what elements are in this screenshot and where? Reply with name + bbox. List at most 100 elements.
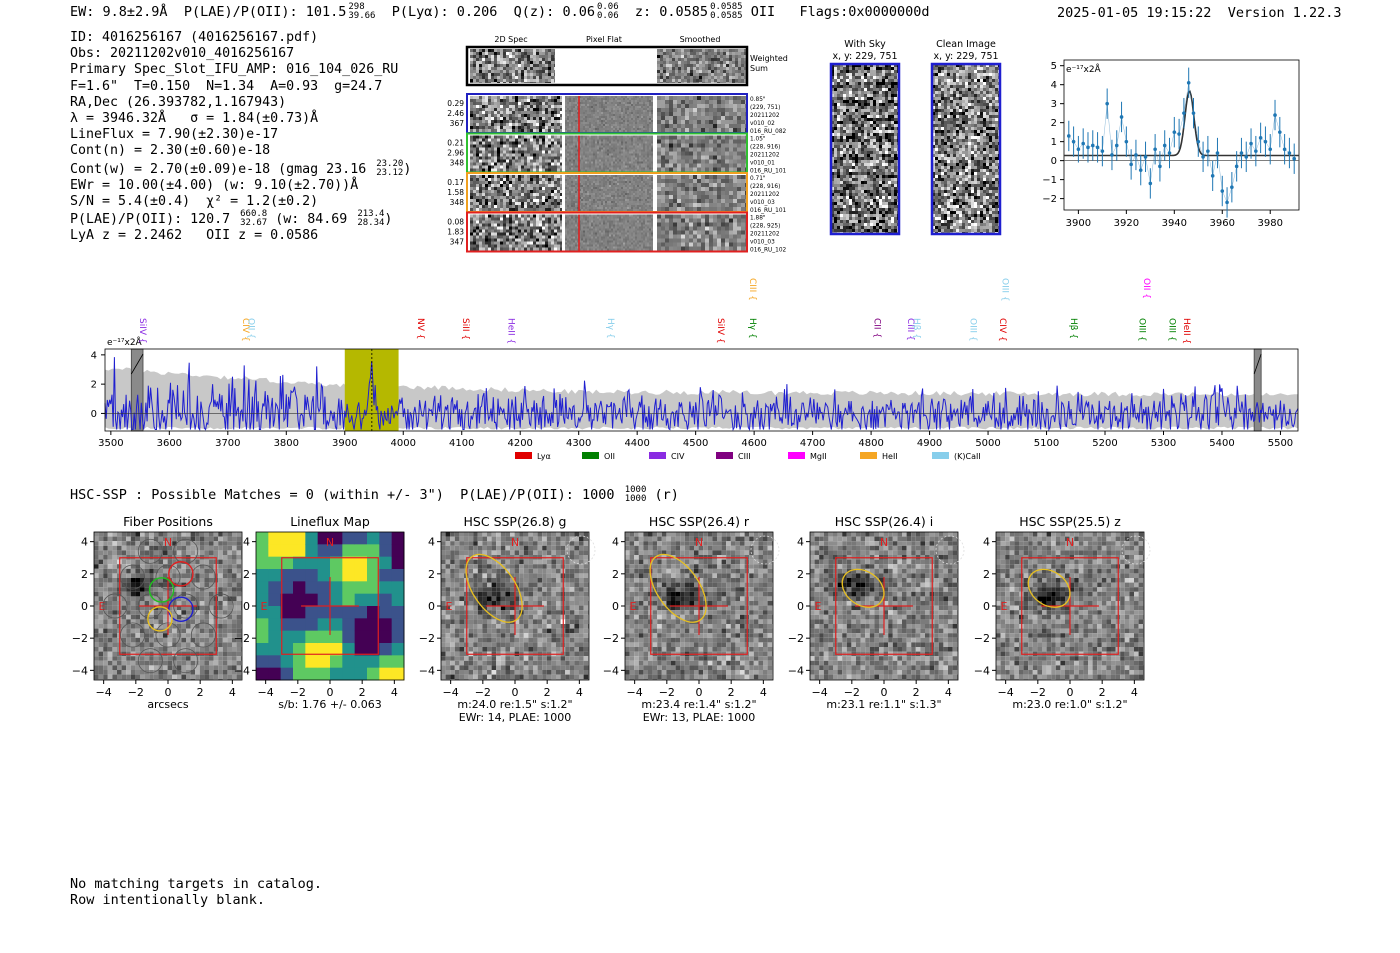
pixel bbox=[735, 49, 738, 52]
pixel bbox=[589, 169, 591, 172]
pixel bbox=[536, 141, 539, 145]
pixel bbox=[539, 52, 542, 55]
pixel bbox=[690, 70, 693, 73]
pixel bbox=[565, 157, 567, 160]
pixel bbox=[619, 205, 621, 207]
pixel bbox=[485, 235, 488, 239]
pixel bbox=[651, 167, 653, 170]
pixel bbox=[709, 135, 713, 140]
pixel bbox=[723, 67, 726, 70]
pixel bbox=[672, 76, 675, 79]
pixel bbox=[615, 128, 617, 130]
pixel bbox=[631, 163, 633, 166]
pixel bbox=[649, 98, 651, 100]
pixel bbox=[542, 67, 545, 70]
pixel bbox=[569, 159, 571, 162]
pixel bbox=[643, 139, 645, 142]
pixel bbox=[621, 135, 623, 138]
pixel bbox=[585, 128, 587, 130]
pixel bbox=[645, 167, 647, 170]
pixel bbox=[548, 79, 551, 82]
pixel bbox=[609, 195, 611, 197]
pixel bbox=[518, 49, 521, 52]
pixel bbox=[619, 169, 621, 172]
pixel bbox=[601, 100, 603, 102]
pixel bbox=[643, 151, 645, 154]
pixel bbox=[637, 183, 639, 185]
pixel bbox=[605, 112, 607, 114]
pixel bbox=[625, 151, 627, 154]
pixel bbox=[713, 104, 717, 108]
pixel bbox=[485, 73, 488, 76]
pixel bbox=[717, 191, 721, 195]
pixel bbox=[476, 205, 479, 208]
pixel bbox=[503, 184, 506, 187]
pixel bbox=[488, 178, 491, 181]
pixel bbox=[672, 70, 675, 73]
pixel bbox=[494, 175, 497, 178]
pixel bbox=[533, 162, 536, 166]
pixel bbox=[585, 110, 587, 112]
pixel bbox=[605, 139, 607, 142]
pixel bbox=[611, 155, 613, 158]
pixel bbox=[575, 161, 577, 164]
pixel bbox=[554, 205, 557, 208]
pixel bbox=[524, 205, 527, 208]
pixel bbox=[509, 61, 512, 64]
pixel bbox=[583, 177, 585, 179]
pixel bbox=[479, 135, 482, 139]
pixel bbox=[479, 165, 482, 169]
pixel bbox=[569, 153, 571, 156]
pixel bbox=[567, 177, 569, 179]
pixel bbox=[741, 135, 745, 140]
pixel bbox=[569, 145, 571, 148]
pixel bbox=[702, 73, 705, 76]
pixel bbox=[571, 165, 573, 168]
pixel bbox=[494, 111, 497, 114]
pixel bbox=[709, 143, 713, 148]
pixel bbox=[593, 118, 595, 120]
pixel bbox=[623, 197, 625, 199]
pixel bbox=[554, 73, 555, 76]
pixel bbox=[725, 124, 729, 128]
pixel bbox=[565, 197, 567, 199]
pixel bbox=[601, 157, 603, 160]
pixel bbox=[705, 203, 709, 207]
pixel bbox=[690, 64, 693, 67]
pixel bbox=[491, 135, 494, 139]
pixel bbox=[567, 185, 569, 187]
pixel bbox=[491, 108, 494, 111]
pixel bbox=[530, 178, 533, 181]
pixel bbox=[518, 202, 521, 205]
pixel bbox=[579, 157, 581, 160]
pixel bbox=[601, 151, 603, 154]
pixel bbox=[689, 143, 693, 148]
pixel bbox=[645, 203, 647, 205]
pixel bbox=[509, 165, 512, 169]
pixel bbox=[603, 110, 605, 112]
pixel bbox=[693, 58, 696, 61]
pixel bbox=[503, 96, 506, 99]
pixel bbox=[579, 179, 581, 181]
pixel bbox=[637, 157, 639, 160]
pixel bbox=[557, 147, 560, 151]
pixel bbox=[669, 124, 673, 128]
pixel bbox=[551, 150, 554, 154]
pixel bbox=[741, 128, 745, 132]
pixel bbox=[571, 191, 573, 193]
pixel bbox=[476, 159, 479, 163]
pixel bbox=[548, 199, 551, 202]
pixel bbox=[627, 139, 629, 142]
pixel bbox=[545, 76, 548, 79]
pixel bbox=[605, 155, 607, 158]
pixel bbox=[621, 197, 623, 199]
pixel bbox=[627, 157, 629, 160]
pixel bbox=[665, 120, 669, 124]
pixel bbox=[473, 199, 476, 202]
pixel bbox=[536, 175, 539, 178]
pixel bbox=[720, 49, 723, 52]
pixel bbox=[619, 197, 621, 199]
pixel bbox=[533, 190, 536, 193]
pixel bbox=[470, 102, 473, 105]
pixel bbox=[637, 209, 639, 211]
